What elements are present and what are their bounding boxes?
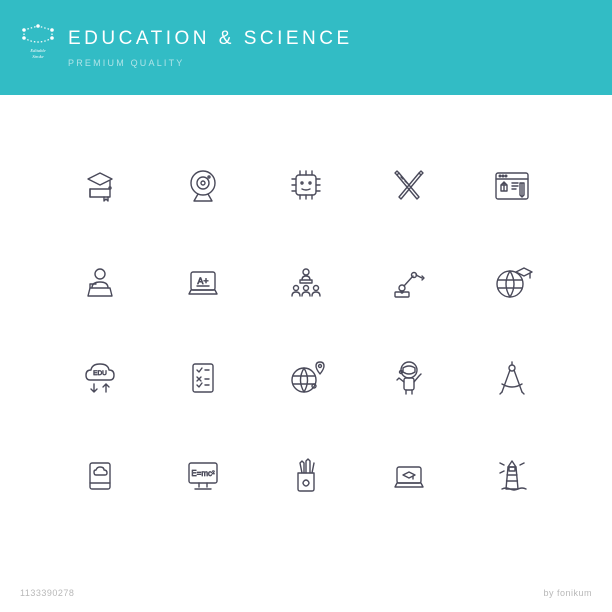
stock-id: 1133390278	[20, 588, 74, 598]
laptop-graduation-icon	[358, 427, 461, 524]
student-laptop-icon	[48, 234, 151, 331]
formula-monitor-icon: E=mc²	[151, 427, 254, 524]
lighthouse-icon	[461, 427, 564, 524]
page-subtitle: PREMIUM QUALITY	[68, 58, 594, 68]
page-title: EDUCATION & SCIENCE	[68, 28, 594, 50]
globe-education-icon	[461, 234, 564, 331]
svg-text:Stroke: Stroke	[32, 54, 43, 59]
webcam-icon	[151, 137, 254, 234]
laptop-grade-icon: A+	[151, 234, 254, 331]
pencil-ruler-cross-icon	[358, 137, 461, 234]
globe-locations-icon	[254, 330, 357, 427]
ai-chip-icon	[254, 137, 357, 234]
robotic-arm-icon	[358, 234, 461, 331]
icon-grid: A+	[0, 95, 612, 553]
edu-cloud-icon: EDU	[48, 330, 151, 427]
checklist-icon	[151, 330, 254, 427]
svg-text:A+: A+	[197, 276, 208, 286]
pencil-cup-icon	[254, 427, 357, 524]
svg-text:Editable: Editable	[29, 48, 45, 53]
credit: by fonikum	[543, 588, 592, 598]
footer: 1133390278 by fonikum	[0, 588, 612, 598]
header: Editable Stroke EDUCATION & SCIENCE PREM…	[0, 0, 612, 95]
compass-drafting-icon	[461, 330, 564, 427]
cloud-book-icon	[48, 427, 151, 524]
astronaut-icon	[358, 330, 461, 427]
svg-text:EDU: EDU	[93, 370, 107, 377]
classroom-icon	[254, 234, 357, 331]
design-tools-window-icon	[461, 137, 564, 234]
svg-text:E=mc²: E=mc²	[191, 469, 215, 478]
editable-stroke-badge: Editable Stroke	[18, 20, 58, 65]
graduation-cap-book-icon	[48, 137, 151, 234]
